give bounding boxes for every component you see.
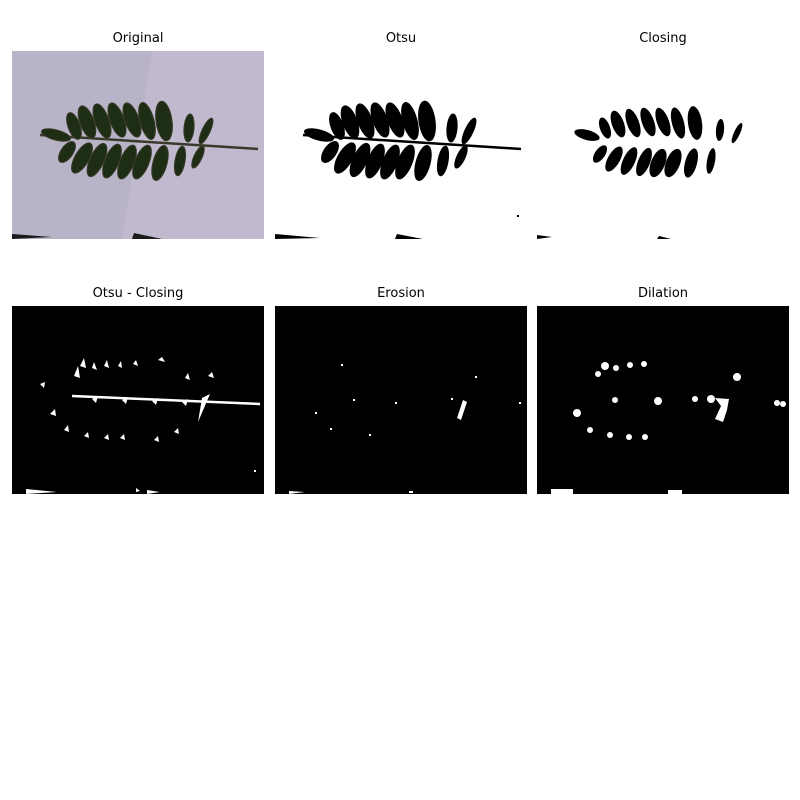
otsu-minus-closing-image [12,306,264,494]
erosion-image [275,306,527,494]
closing-image [537,51,789,239]
panel-title: Original [112,31,164,46]
panel-title: Otsu - Closing [92,286,184,301]
panel-title: Otsu [385,31,417,46]
panel-title: Closing [639,31,687,46]
original-image [12,51,264,239]
panel-title: Erosion [377,286,425,301]
dilation-image [537,306,789,494]
otsu-image [275,51,527,239]
panel-title: Dilation [637,286,689,301]
